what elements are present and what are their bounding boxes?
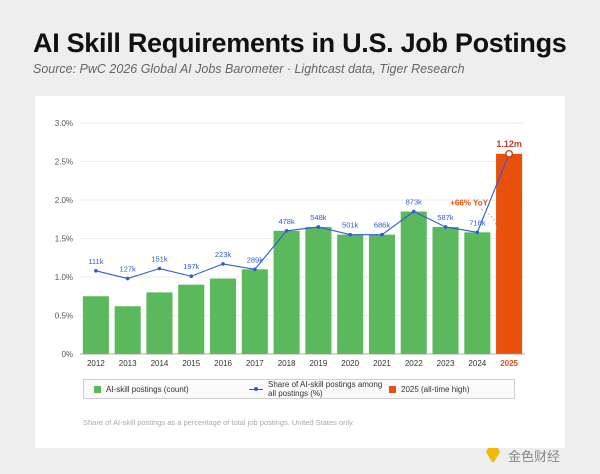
- share-line: [95, 153, 510, 280]
- share-point: [380, 232, 384, 237]
- data-label: 151k: [151, 255, 168, 264]
- data-label: 501k: [342, 221, 359, 230]
- chart-subtitle: Source: PwC 2026 Global AI Jobs Baromete…: [33, 62, 465, 76]
- bar-2019: [305, 226, 332, 354]
- brand-logo-icon: [486, 448, 500, 462]
- data-label: 1.12m: [496, 139, 522, 149]
- bar-2016: [210, 278, 237, 354]
- share-point-2025: [505, 149, 513, 158]
- share-point: [125, 276, 130, 281]
- data-label: 686k: [374, 221, 391, 230]
- data-label: 716k: [469, 218, 486, 227]
- data-label: 223k: [215, 250, 232, 259]
- share-point: [475, 230, 480, 235]
- x-tick-label: 2013: [119, 359, 137, 368]
- share-point: [221, 262, 225, 266]
- legend-swatch-highlight: [389, 385, 396, 393]
- bar-2015: [178, 284, 205, 354]
- x-tick-label: 2020: [341, 359, 359, 368]
- legend-item-line: Share of AI-skill postings among all pos…: [249, 380, 398, 398]
- data-label: 548k: [310, 213, 327, 222]
- y-tick-label: 0%: [61, 350, 73, 359]
- bar-2021: [368, 234, 395, 354]
- bar-2024: [464, 232, 491, 354]
- bar-2018: [273, 230, 300, 354]
- x-tick-label: 2016: [214, 359, 232, 368]
- chart-footnote: Share of AI-skill postings as a percenta…: [83, 418, 355, 427]
- bar-2012: [82, 296, 109, 354]
- y-tick-label: 1.0%: [55, 273, 73, 282]
- y-tick-label: 2.5%: [55, 158, 73, 167]
- data-label: 478k: [278, 217, 295, 226]
- share-point: [157, 266, 162, 271]
- legend-item-highlight: 2025 (all-time high): [389, 380, 469, 398]
- x-tick-label: 2025: [500, 359, 518, 368]
- x-tick-label: 2012: [87, 359, 105, 368]
- share-point: [94, 269, 98, 273]
- legend-swatch-line: [249, 386, 263, 393]
- data-label: 587k: [437, 213, 454, 222]
- x-tick-label: 2018: [278, 359, 296, 368]
- chart-card: 111k 127k 151k 197k 223k 289k 478k 548k 501k 686k…: [35, 96, 565, 448]
- chart-title: AI Skill Requirements in U.S. Job Postin…: [33, 28, 567, 58]
- legend-label-highlight: 2025 (all-time high): [401, 384, 470, 394]
- bar-2017: [241, 269, 268, 354]
- data-label: 873k: [406, 198, 423, 207]
- data-label: 289k: [247, 255, 264, 264]
- x-tick-label: 2017: [246, 359, 264, 368]
- share-point: [253, 267, 257, 272]
- data-label: 127k: [120, 265, 137, 274]
- share-point: [316, 225, 321, 229]
- yoy-leader-line: [480, 209, 498, 230]
- share-point: [411, 209, 416, 214]
- share-point: [443, 225, 448, 229]
- legend-label-line-2: all postings (%): [268, 389, 323, 398]
- brand-watermark: 金色财经: [484, 445, 560, 465]
- yoy-annotation: +66% YoY: [450, 198, 488, 207]
- bar-2014: [146, 292, 173, 354]
- x-tick-label: 2015: [182, 359, 200, 368]
- legend-item-bars: AI-skill postings (count): [94, 380, 189, 398]
- bar-2013: [114, 306, 141, 354]
- x-tick-label: 2021: [373, 359, 391, 368]
- data-label: 197k: [183, 262, 200, 271]
- y-tick-label: 0.5%: [55, 312, 73, 321]
- share-point: [284, 229, 289, 233]
- data-label: 111k: [88, 257, 103, 266]
- bar-2025-highlight: [496, 153, 523, 354]
- x-tick-label: 2014: [151, 359, 169, 368]
- brand-name: 金色财经: [508, 448, 561, 464]
- bar-2020: [337, 234, 364, 354]
- x-tick-label: 2024: [468, 359, 486, 368]
- y-tick-label: 1.5%: [55, 235, 73, 244]
- bar-2023: [432, 226, 459, 354]
- y-tick-label: 3.0%: [55, 119, 73, 128]
- share-point: [348, 232, 352, 237]
- bar-2022: [400, 211, 427, 354]
- chart-svg: 111k 127k 151k 197k 223k 289k 478k 548k 501k 686k…: [55, 119, 525, 368]
- y-tick-label: 2.0%: [55, 196, 73, 205]
- legend-label-line-1: Share of AI-skill postings among: [268, 380, 383, 389]
- share-point: [189, 274, 194, 279]
- legend-label-bars: AI-skill postings (count): [106, 384, 189, 394]
- x-tick-label: 2019: [309, 359, 327, 368]
- x-tick-label: 2022: [405, 359, 423, 368]
- legend-swatch-bars: [94, 385, 101, 393]
- x-tick-label: 2023: [437, 359, 455, 368]
- chart-legend: AI-skill postings (count) Share of AI-sk…: [83, 379, 515, 399]
